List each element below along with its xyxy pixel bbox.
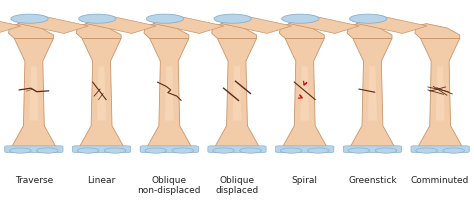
Polygon shape	[436, 66, 445, 121]
Polygon shape	[165, 66, 174, 121]
Polygon shape	[288, 16, 359, 33]
Text: Oblique
displaced: Oblique displaced	[215, 176, 259, 195]
Ellipse shape	[375, 148, 397, 153]
Text: Comminuted: Comminuted	[411, 176, 469, 184]
Ellipse shape	[308, 148, 329, 153]
Polygon shape	[279, 24, 324, 38]
Polygon shape	[9, 24, 54, 38]
Polygon shape	[368, 66, 377, 121]
Polygon shape	[85, 16, 156, 33]
Polygon shape	[214, 38, 260, 148]
Polygon shape	[29, 66, 38, 121]
Text: Spiral: Spiral	[292, 176, 318, 184]
Ellipse shape	[172, 148, 194, 153]
Polygon shape	[417, 38, 463, 148]
FancyBboxPatch shape	[73, 146, 131, 153]
Ellipse shape	[11, 14, 48, 23]
Ellipse shape	[145, 148, 166, 153]
Polygon shape	[79, 38, 125, 148]
Ellipse shape	[240, 148, 261, 153]
Polygon shape	[220, 16, 292, 33]
FancyBboxPatch shape	[5, 146, 63, 153]
Ellipse shape	[79, 14, 116, 23]
Polygon shape	[233, 66, 241, 121]
Text: Linear: Linear	[87, 176, 116, 184]
Text: Traverse: Traverse	[15, 176, 53, 184]
FancyArrowPatch shape	[303, 81, 307, 85]
Text: Greenstick: Greenstick	[348, 176, 397, 184]
Ellipse shape	[280, 148, 302, 153]
Polygon shape	[18, 16, 89, 33]
Polygon shape	[415, 24, 460, 38]
Polygon shape	[0, 16, 21, 33]
Ellipse shape	[349, 14, 387, 23]
Polygon shape	[11, 38, 57, 148]
Polygon shape	[146, 38, 192, 148]
Ellipse shape	[104, 148, 126, 153]
Polygon shape	[144, 24, 189, 38]
FancyBboxPatch shape	[140, 146, 199, 153]
Ellipse shape	[214, 14, 251, 23]
Ellipse shape	[36, 148, 58, 153]
Text: Oblique
non-displaced: Oblique non-displaced	[137, 176, 201, 195]
Ellipse shape	[146, 14, 183, 23]
Ellipse shape	[443, 148, 465, 153]
FancyBboxPatch shape	[411, 146, 469, 153]
Ellipse shape	[77, 148, 99, 153]
Ellipse shape	[213, 148, 234, 153]
Polygon shape	[356, 16, 427, 33]
Polygon shape	[349, 38, 395, 148]
Ellipse shape	[282, 14, 319, 23]
FancyBboxPatch shape	[343, 146, 401, 153]
Polygon shape	[347, 24, 392, 38]
FancyArrowPatch shape	[299, 95, 302, 98]
Ellipse shape	[348, 148, 370, 153]
Ellipse shape	[416, 148, 438, 153]
FancyBboxPatch shape	[275, 146, 334, 153]
Polygon shape	[76, 24, 121, 38]
FancyBboxPatch shape	[208, 146, 266, 153]
Polygon shape	[97, 66, 106, 121]
Polygon shape	[153, 16, 224, 33]
Polygon shape	[212, 24, 256, 38]
Ellipse shape	[9, 148, 31, 153]
Polygon shape	[282, 38, 328, 148]
Polygon shape	[300, 66, 309, 121]
